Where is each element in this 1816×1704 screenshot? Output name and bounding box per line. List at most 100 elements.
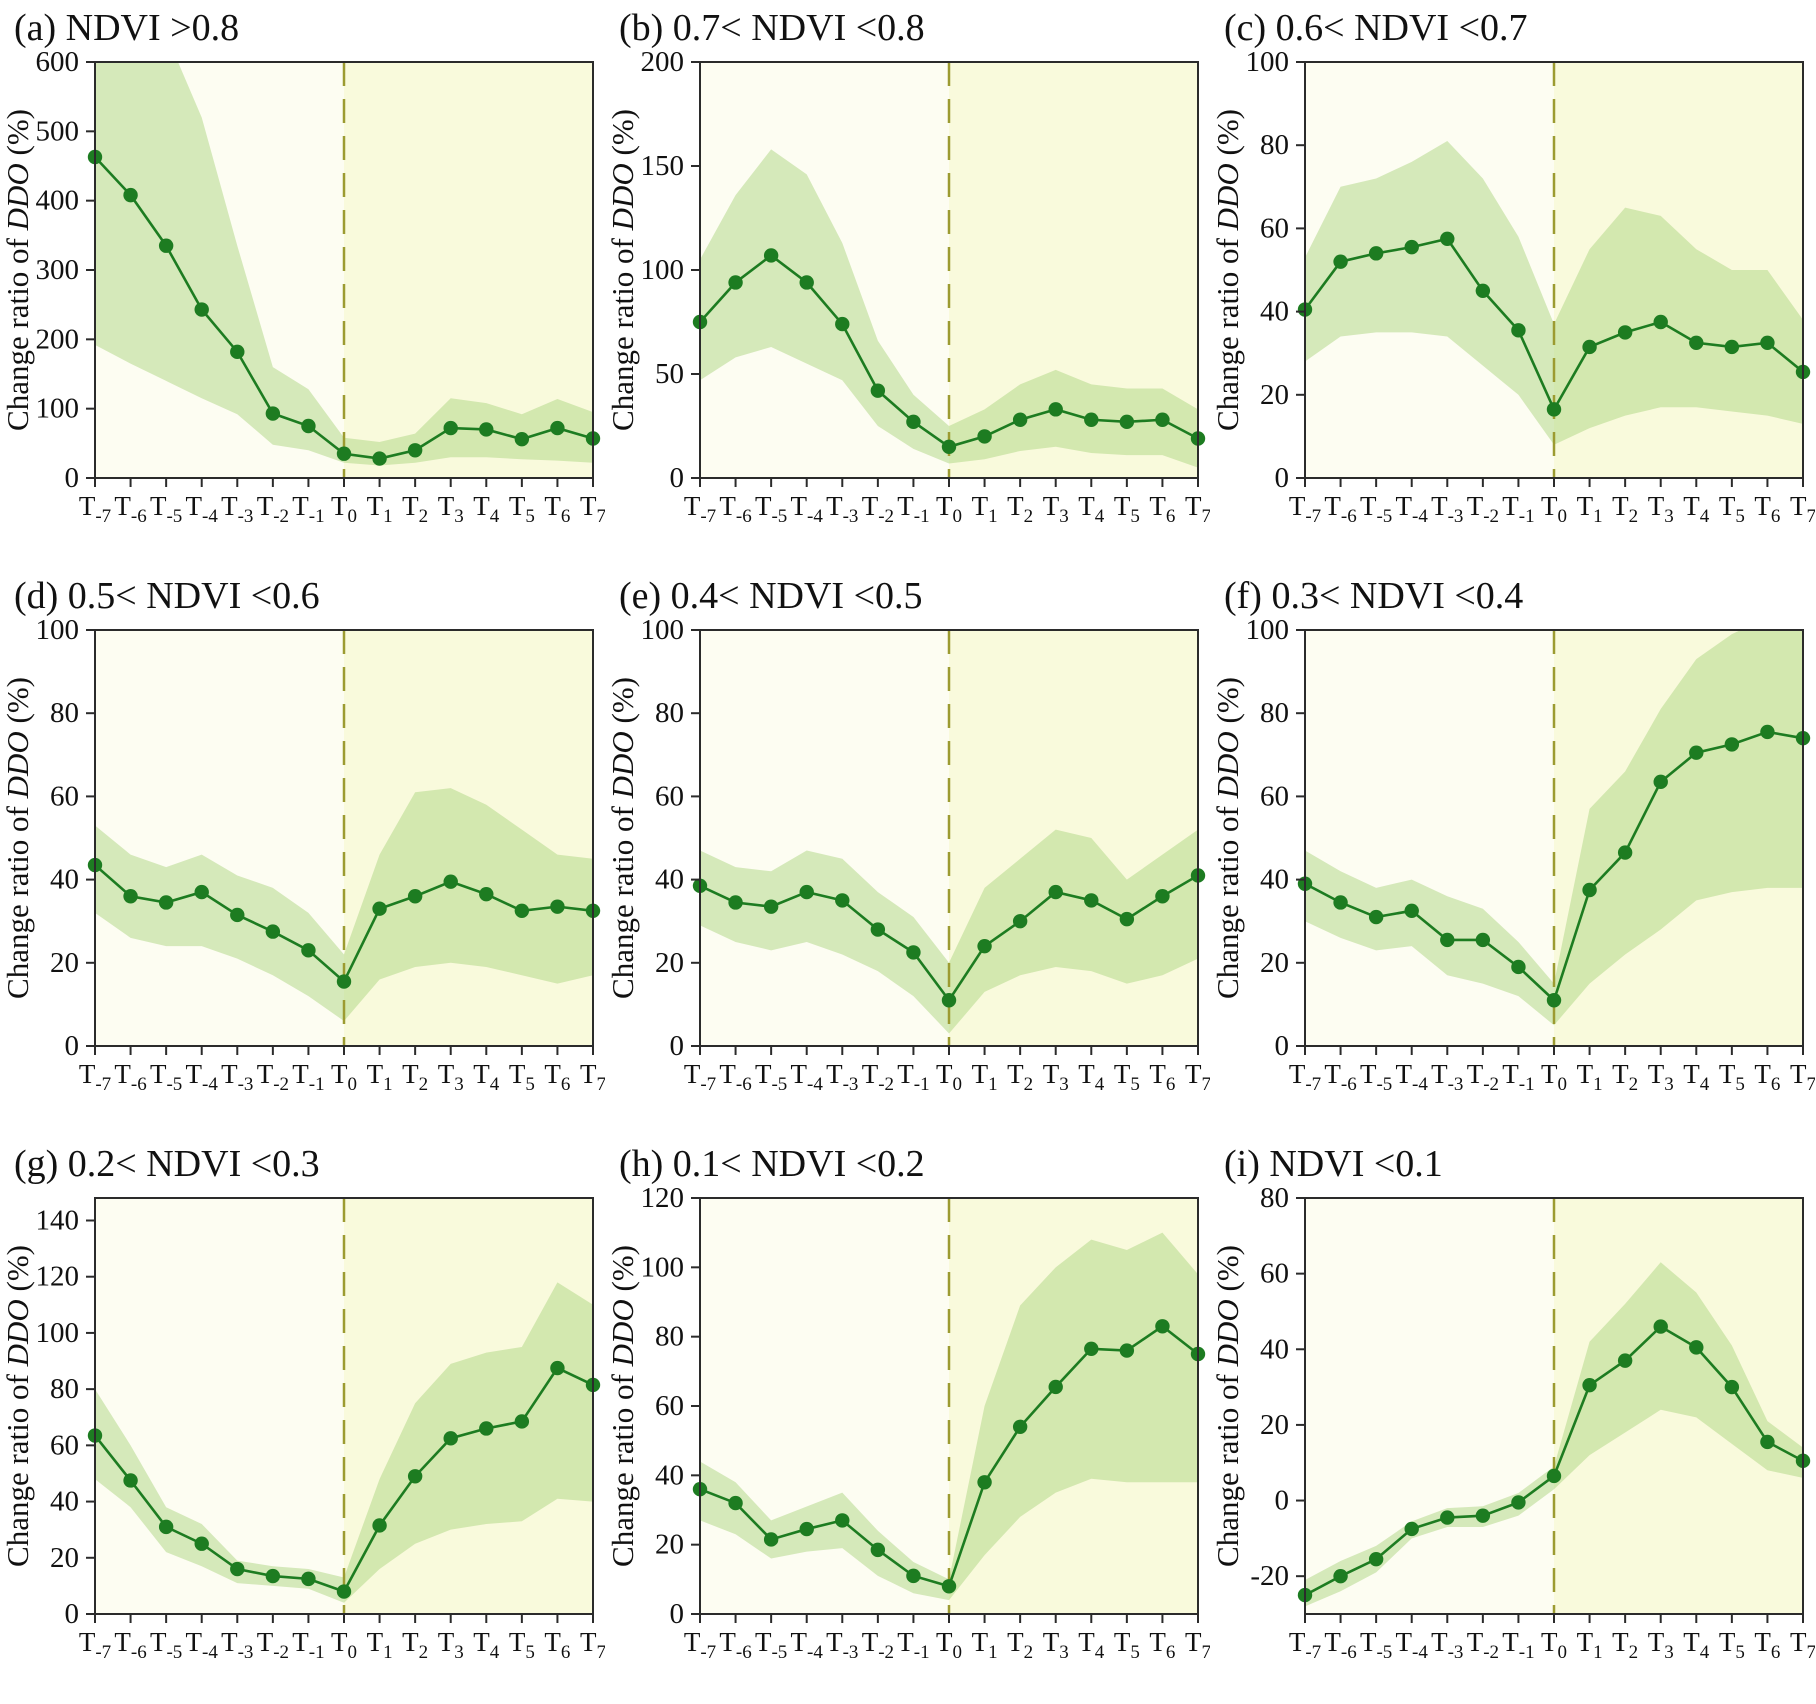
- data-point: [1653, 314, 1668, 330]
- y-axis-label: Change ratio of DDO (%): [605, 1245, 640, 1567]
- data-point: [977, 429, 992, 444]
- y-axis: 0 20 40 60 80 100: [36, 614, 95, 1062]
- data-point: [1084, 1341, 1099, 1356]
- y-tick-label: 0: [65, 462, 80, 494]
- y-tick-label: 0: [670, 1030, 685, 1062]
- confidence-band: [95, 1282, 593, 1603]
- y-tick-label: 0: [65, 1030, 80, 1062]
- panel-i: -20 0 20 40 60 80 T-7 T-6 T-5 T-4 T-3 T-2 T-1 T0 T1 T2 T…: [1210, 1136, 1816, 1704]
- y-tick-label: 40: [655, 864, 684, 896]
- y-tick-label: 40: [655, 1459, 684, 1491]
- x-tick-label: T-7: [684, 491, 716, 527]
- data-point: [1582, 1378, 1597, 1393]
- x-tick-label: T-3: [221, 1059, 253, 1095]
- x-axis: T-7 T-6 T-5 T-4 T-3 T-2 T-1 T0 T1 T2 T3 T4 T5 T6 T7: [1289, 478, 1816, 527]
- data-point: [835, 316, 850, 332]
- data-point: [941, 1579, 957, 1594]
- data-point: [514, 903, 530, 918]
- data-markers: [87, 149, 601, 466]
- data-point: [479, 886, 494, 902]
- y-tick-label: 100: [1246, 614, 1290, 646]
- data-point: [941, 993, 957, 1008]
- y-tick-label: 60: [655, 1390, 684, 1422]
- y-tick-label: -20: [1250, 1560, 1289, 1592]
- x-tick-label: T7: [1185, 491, 1210, 527]
- y-tick-label: 100: [641, 1251, 685, 1283]
- data-markers: [692, 248, 1206, 454]
- y-tick-label: 100: [641, 254, 685, 286]
- data-point: [835, 1513, 850, 1528]
- panel-title: (b) 0.7< NDVI <0.8: [619, 7, 925, 49]
- x-axis: T-7 T-6 T-5 T-4 T-3 T-2 T-1 T0 T1 T2 T3 T4 T5 T6 T7: [684, 1614, 1210, 1663]
- y-tick-label: 400: [36, 185, 80, 217]
- panel-title: (a) NDVI >0.8: [14, 7, 239, 49]
- data-point: [230, 1561, 245, 1577]
- y-tick-label: 0: [670, 462, 685, 494]
- confidence-band: [95, 62, 593, 466]
- x-axis: T-7 T-6 T-5 T-4 T-3 T-2 T-1 T0 T1 T2 T3 T4 T5 T6 T7: [684, 478, 1210, 527]
- x-tick-label: T-3: [1431, 1627, 1463, 1663]
- x-tick-label: T0: [331, 491, 357, 527]
- data-point: [870, 1542, 886, 1558]
- data-point: [763, 899, 779, 914]
- data-point: [1546, 1468, 1562, 1484]
- data-point: [1404, 239, 1419, 255]
- x-tick-label: T-7: [79, 1059, 111, 1095]
- data-point: [1511, 1495, 1526, 1510]
- x-tick-label: T4: [1683, 1059, 1710, 1095]
- panel-e: 0 20 40 60 80 100 T-7 T-6 T-5 T-4 T-3 T-2 T-1 T0 T1 T2 T…: [605, 568, 1210, 1136]
- x-tick-label: T0: [331, 1627, 357, 1663]
- x-tick-label: T7: [1185, 1627, 1210, 1663]
- x-tick-label: T-4: [1396, 1059, 1429, 1095]
- chart-panel-h: 0 20 40 60 80 100 120 T-7 T-6 T-5 T-4 T-3 T-2 T-1 T0 T1…: [605, 1143, 1210, 1663]
- x-tick-label: T3: [1648, 1059, 1674, 1095]
- data-point: [1760, 724, 1775, 740]
- x-tick-label: T-5: [150, 1059, 182, 1095]
- panel-b: 0 50 100 150 200 T-7 T-6 T-5 T-4 T-3 T-2 T-1 T0 T1 T2 T…: [605, 0, 1210, 568]
- y-tick-label: 20: [1260, 1409, 1289, 1441]
- pre-event-background: [1305, 1198, 1554, 1614]
- data-point: [443, 874, 458, 889]
- data-point: [1048, 402, 1063, 417]
- y-axis: 0 100 200 300 400 500 600: [36, 46, 95, 494]
- x-tick-label: T-2: [862, 491, 894, 527]
- y-axis-label: Change ratio of DDO (%): [1210, 1245, 1245, 1567]
- data-point: [870, 922, 886, 937]
- data-point: [265, 1568, 281, 1584]
- x-tick-label: T0: [936, 491, 962, 527]
- panel-c: 0 20 40 60 80 100 T-7 T-6 T-5 T-4 T-3 T-2 T-1 T0 T1 T2 T…: [1210, 0, 1816, 568]
- y-axis: 0 20 40 60 80 100 120: [641, 1182, 700, 1630]
- x-tick-label: T5: [1719, 491, 1745, 527]
- data-point: [1546, 402, 1562, 417]
- x-tick-label: T-2: [1467, 1627, 1499, 1663]
- data-point: [1760, 1434, 1775, 1450]
- y-tick-label: 40: [50, 1486, 79, 1518]
- x-tick-label: T-3: [826, 1627, 858, 1663]
- y-tick-label: 0: [65, 1598, 80, 1630]
- data-point: [906, 1568, 921, 1584]
- y-axis: 0 20 40 60 80 100: [1246, 46, 1305, 494]
- y-tick-label: 40: [50, 864, 79, 896]
- y-tick-label: 60: [1260, 780, 1289, 812]
- x-tick-label: T2: [1612, 1059, 1638, 1095]
- x-tick-label: T-4: [186, 491, 219, 527]
- x-tick-label: T2: [1612, 1627, 1638, 1663]
- data-point: [1404, 1521, 1419, 1537]
- data-point: [265, 924, 281, 939]
- data-point: [906, 945, 921, 960]
- data-point: [1689, 745, 1704, 760]
- data-point: [1617, 1353, 1633, 1368]
- data-point: [799, 1521, 814, 1537]
- data-point: [265, 406, 281, 421]
- x-tick-label: T2: [402, 1627, 428, 1663]
- data-point: [1119, 414, 1135, 430]
- x-tick-label: T5: [1719, 1059, 1745, 1095]
- data-point: [1440, 231, 1455, 246]
- data-point: [1511, 323, 1526, 338]
- x-tick-label: T4: [1683, 1627, 1710, 1663]
- data-point: [1475, 283, 1491, 298]
- data-point: [1048, 1379, 1063, 1395]
- x-tick-label: T-6: [114, 1059, 146, 1095]
- data-markers: [692, 868, 1206, 1008]
- data-point: [123, 187, 138, 203]
